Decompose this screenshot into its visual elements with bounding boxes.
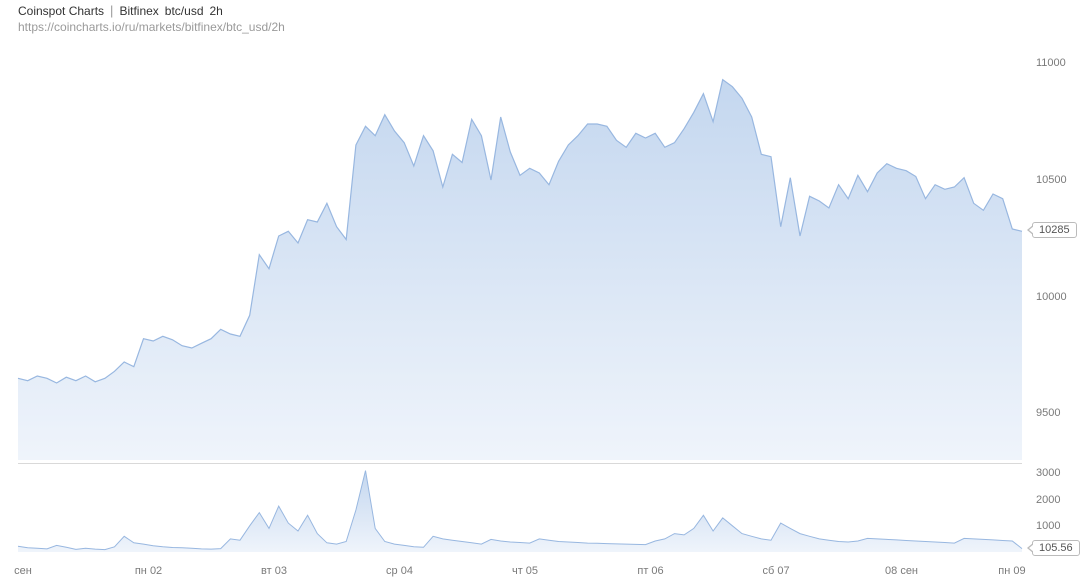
volume-current-value: 105.56 bbox=[1039, 542, 1073, 554]
x-tick: чт 05 bbox=[512, 565, 538, 580]
price-current-value: 10285 bbox=[1039, 224, 1070, 236]
volume-current-tag: 105.56 bbox=[1032, 540, 1080, 556]
price-ytick: 10000 bbox=[1036, 291, 1067, 303]
price-ytick: 9500 bbox=[1036, 407, 1060, 419]
x-tick: ср 04 bbox=[386, 565, 413, 580]
x-tick: сен bbox=[14, 565, 32, 580]
chart-root: { "header": { "brand": "Coinspot Charts"… bbox=[0, 0, 1091, 582]
x-tick: пн 02 bbox=[135, 565, 162, 580]
x-tick: пт 06 bbox=[637, 565, 663, 580]
x-tick: пн 09 bbox=[998, 565, 1025, 580]
volume-chart[interactable] bbox=[0, 0, 1091, 582]
price-current-tag: 10285 bbox=[1032, 222, 1077, 238]
volume-ytick: 1000 bbox=[1036, 520, 1060, 532]
panel-divider bbox=[18, 463, 1022, 464]
x-tick: сб 07 bbox=[762, 565, 789, 580]
price-ytick: 11000 bbox=[1036, 57, 1066, 69]
price-ytick: 10500 bbox=[1036, 174, 1067, 186]
x-tick: 08 сен bbox=[885, 565, 918, 580]
volume-ytick: 2000 bbox=[1036, 494, 1060, 506]
x-tick: вт 03 bbox=[261, 565, 287, 580]
volume-ytick: 3000 bbox=[1036, 467, 1060, 479]
